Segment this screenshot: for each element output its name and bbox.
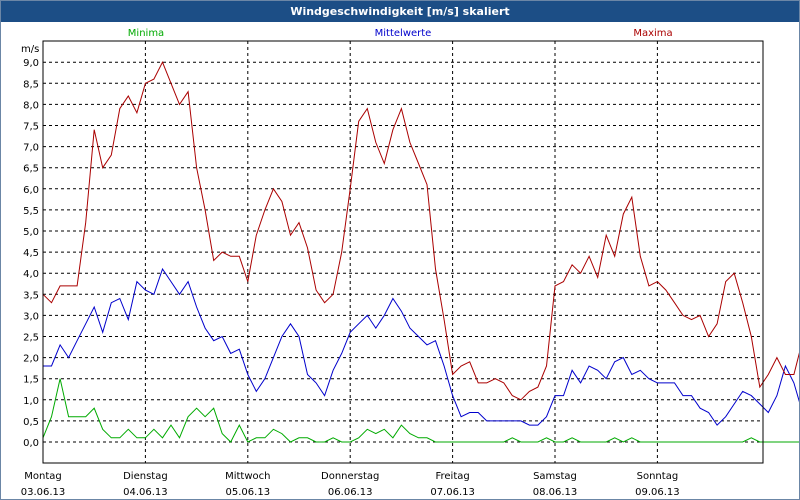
window-title: Windgeschwindigkeit [m/s] skaliert <box>1 1 799 22</box>
series-line-minima <box>42 378 799 443</box>
y-tick-label: 7,5 <box>23 122 39 133</box>
series-line-mittelwerte <box>43 267 799 426</box>
y-axis-unit: m/s <box>21 44 39 55</box>
y-tick-label: 6,0 <box>23 185 39 196</box>
y-tick-label: 7,0 <box>23 143 39 154</box>
x-day-name-label: Dienstag <box>123 471 168 482</box>
x-day-name-label: Sonntag <box>637 471 679 482</box>
x-day-date-label: 07.06.13 <box>430 487 475 498</box>
x-day-name-label: Samstag <box>533 471 577 482</box>
y-axis-labels: 0,0 0,5 1,0 1,5 2,0 2,5 3,0 3,5 4,0 4,5 5,0 5,5 6,0 6… <box>23 58 39 449</box>
grid <box>43 41 763 463</box>
legend-label-minima: Minima <box>128 28 164 39</box>
y-tick-label: 6,5 <box>23 164 39 175</box>
y-tick-label: 4,0 <box>23 269 39 280</box>
x-day-date-label: 05.06.13 <box>226 487 271 498</box>
y-tick-label: 8,5 <box>23 79 39 90</box>
y-tick-label: 0,0 <box>23 438 39 449</box>
x-day-date-label: 09.06.13 <box>635 487 680 498</box>
y-tick-label: 2,0 <box>23 354 39 365</box>
x-day-date-label: 06.06.13 <box>328 487 373 498</box>
y-tick-label: 2,5 <box>23 333 39 344</box>
plot-area-border <box>42 40 764 464</box>
legend-label-maxima: Maxima <box>633 28 672 39</box>
y-tick-label: 3,5 <box>23 290 39 301</box>
x-day-date-label: 08.06.13 <box>533 487 578 498</box>
y-tick-label: 8,0 <box>23 100 39 111</box>
y-tick-label: 1,5 <box>23 375 39 386</box>
x-day-name-label: Donnerstag <box>321 471 379 482</box>
y-tick-label: 9,0 <box>23 58 39 69</box>
series-lines <box>42 60 799 443</box>
y-tick-label: 5,5 <box>23 206 39 217</box>
y-tick-label: 0,5 <box>23 417 39 428</box>
x-day-name-label: Freitag <box>435 471 469 482</box>
y-tick-label: 1,0 <box>23 396 39 407</box>
y-tick-label: 3,0 <box>23 311 39 322</box>
legend: Minima Mittelwerte Maxima <box>128 28 673 39</box>
x-axis-labels: Montag 03.06.13 Dienstag 04.06.13 Mittwoch 05… <box>21 471 680 498</box>
y-tick-label: 5,0 <box>23 227 39 238</box>
x-day-name-label: Montag <box>24 471 61 482</box>
y-tick-label: 4,5 <box>23 248 39 259</box>
series-line-maxima <box>42 60 799 401</box>
x-day-date-label: 03.06.13 <box>21 487 66 498</box>
x-day-name-label: Mittwoch <box>225 471 270 482</box>
x-day-date-label: 04.06.13 <box>123 487 168 498</box>
legend-label-mittelwerte: Mittelwerte <box>375 28 432 39</box>
